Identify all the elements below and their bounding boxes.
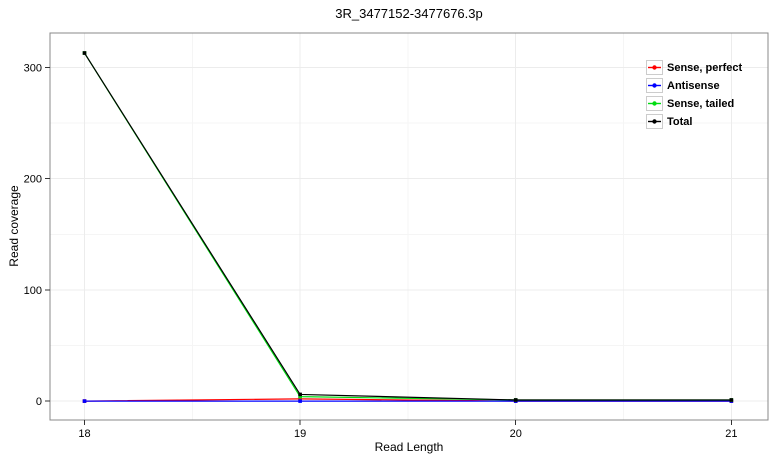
- series-line: [83, 52, 732, 401]
- x-tick-label: 21: [725, 428, 737, 440]
- y-tick-label: 0: [36, 396, 42, 408]
- y-tick-label: 200: [24, 174, 42, 186]
- legend-key-icon: [646, 78, 663, 93]
- y-tick-label: 100: [24, 285, 42, 297]
- legend-key-icon: [646, 114, 663, 129]
- data-point: [729, 398, 734, 402]
- x-tick-label: 19: [294, 428, 306, 440]
- x-tick-label: 18: [78, 428, 90, 440]
- legend: Sense, perfect Antisense Sense, tailed: [646, 60, 742, 132]
- data-point: [82, 399, 87, 403]
- legend-label: Total: [667, 115, 693, 128]
- data-point: [298, 399, 302, 403]
- legend-key-icon: [646, 96, 663, 111]
- chart-title: 3R_3477152-3477676.3p: [335, 6, 483, 21]
- legend-label: Antisense: [667, 79, 720, 92]
- x-tick-label: 20: [510, 428, 522, 440]
- data-point: [298, 392, 302, 397]
- y-tick-label: 300: [24, 62, 42, 74]
- legend-label: Sense, tailed: [667, 97, 735, 110]
- x-axis-title: Read Length: [374, 440, 444, 454]
- legend-item-antisense: Antisense: [646, 78, 742, 93]
- data-point: [298, 394, 302, 399]
- data-point: [513, 398, 518, 402]
- legend-key-icon: [646, 60, 663, 75]
- data-point: [82, 51, 87, 55]
- legend-item-sense-perfect: Sense, perfect: [646, 60, 742, 75]
- legend-label: Sense, perfect: [667, 61, 743, 74]
- data-point: [298, 397, 302, 401]
- panel-border: [49, 32, 769, 421]
- legend-item-total: Total: [646, 114, 742, 129]
- legend-item-sense-tailed: Sense, tailed: [646, 96, 742, 111]
